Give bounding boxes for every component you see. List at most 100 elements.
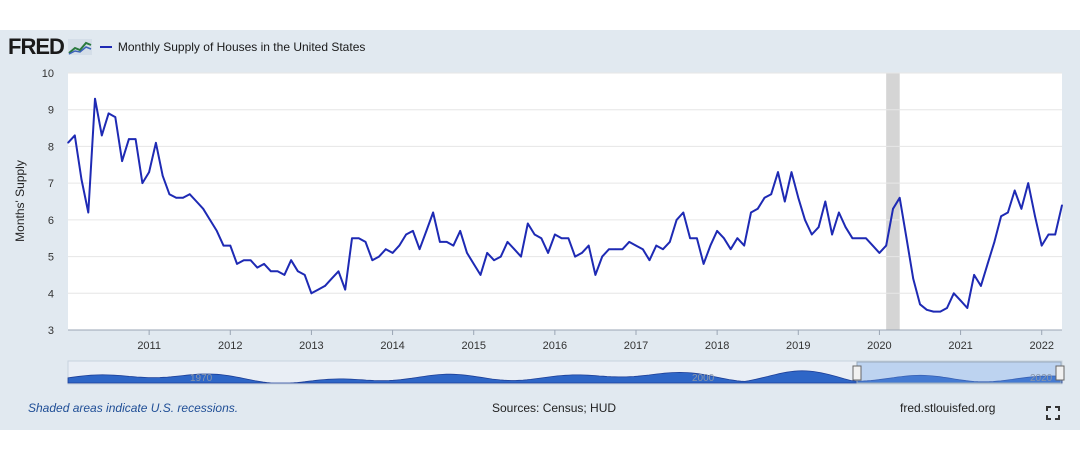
- data-point[interactable]: [378, 255, 380, 258]
- data-point[interactable]: [1000, 215, 1002, 217]
- data-point[interactable]: [412, 230, 414, 232]
- data-point[interactable]: [107, 112, 110, 115]
- data-point[interactable]: [959, 299, 962, 302]
- data-point[interactable]: [209, 219, 211, 221]
- data-point[interactable]: [114, 116, 117, 118]
- data-point[interactable]: [161, 175, 164, 177]
- data-point[interactable]: [912, 277, 915, 280]
- data-point[interactable]: [405, 233, 407, 236]
- data-point[interactable]: [729, 248, 732, 251]
- data-point[interactable]: [946, 307, 948, 309]
- series-line-0[interactable]: [67, 97, 1063, 313]
- data-point[interactable]: [513, 248, 516, 251]
- data-point[interactable]: [1020, 208, 1023, 210]
- data-point[interactable]: [925, 309, 928, 311]
- data-point[interactable]: [202, 208, 205, 210]
- data-point[interactable]: [155, 141, 157, 144]
- data-point[interactable]: [777, 171, 779, 173]
- data-point[interactable]: [425, 230, 428, 232]
- data-point[interactable]: [811, 233, 813, 236]
- data-point[interactable]: [750, 211, 752, 214]
- data-point[interactable]: [1054, 233, 1057, 236]
- data-point[interactable]: [1047, 233, 1050, 236]
- data-point[interactable]: [581, 252, 583, 254]
- data-point[interactable]: [763, 197, 766, 199]
- data-point[interactable]: [1007, 211, 1009, 214]
- data-point[interactable]: [222, 244, 225, 247]
- data-point[interactable]: [236, 263, 238, 265]
- data-point[interactable]: [128, 138, 130, 140]
- data-point[interactable]: [696, 237, 698, 240]
- data-point[interactable]: [94, 97, 96, 100]
- data-point[interactable]: [168, 193, 171, 195]
- data-point[interactable]: [229, 244, 232, 247]
- data-point[interactable]: [364, 241, 367, 243]
- data-point[interactable]: [973, 274, 975, 276]
- data-point[interactable]: [648, 259, 651, 262]
- data-point[interactable]: [966, 307, 969, 309]
- data-point[interactable]: [682, 211, 685, 214]
- data-point[interactable]: [675, 219, 678, 221]
- site-link[interactable]: fred.stlouisfed.org: [900, 401, 996, 415]
- data-point[interactable]: [817, 226, 820, 228]
- data-point[interactable]: [303, 274, 306, 276]
- data-point[interactable]: [905, 237, 908, 240]
- data-point[interactable]: [709, 244, 712, 247]
- data-point[interactable]: [993, 241, 996, 243]
- data-point[interactable]: [398, 244, 401, 247]
- legend-label[interactable]: Monthly Supply of Houses in the United S…: [117, 40, 366, 54]
- data-point[interactable]: [270, 270, 272, 273]
- data-point[interactable]: [324, 285, 326, 287]
- data-point[interactable]: [1040, 244, 1043, 247]
- data-point[interactable]: [472, 263, 475, 265]
- data-point[interactable]: [344, 288, 347, 291]
- data-point[interactable]: [101, 134, 103, 137]
- data-point[interactable]: [73, 134, 76, 137]
- data-point[interactable]: [337, 270, 340, 273]
- data-point[interactable]: [608, 248, 610, 251]
- data-point[interactable]: [148, 171, 150, 173]
- data-point[interactable]: [80, 178, 83, 181]
- data-point[interactable]: [1013, 189, 1016, 192]
- data-point[interactable]: [844, 226, 847, 228]
- data-point[interactable]: [182, 197, 184, 199]
- data-point[interactable]: [499, 255, 502, 258]
- data-point[interactable]: [892, 208, 894, 210]
- data-point[interactable]: [540, 237, 543, 240]
- navigator-handle-left[interactable]: [852, 365, 862, 381]
- data-point[interactable]: [932, 310, 935, 313]
- data-point[interactable]: [520, 255, 522, 258]
- data-point[interactable]: [669, 241, 671, 243]
- data-point[interactable]: [743, 244, 745, 247]
- data-point[interactable]: [824, 200, 827, 203]
- fred-logo[interactable]: FRED: [8, 34, 65, 59]
- data-point[interactable]: [67, 141, 69, 144]
- fullscreen-icon[interactable]: [1046, 406, 1060, 420]
- data-point[interactable]: [371, 259, 374, 262]
- data-point[interactable]: [621, 248, 624, 251]
- data-point[interactable]: [391, 252, 394, 254]
- data-point[interactable]: [858, 237, 860, 240]
- data-point[interactable]: [851, 237, 854, 240]
- data-point[interactable]: [121, 160, 123, 162]
- data-point[interactable]: [628, 241, 631, 243]
- data-point[interactable]: [290, 259, 292, 262]
- time-navigator[interactable]: 1970 2000 2020: [67, 360, 1065, 385]
- data-point[interactable]: [689, 237, 691, 240]
- data-point[interactable]: [445, 241, 448, 243]
- data-point[interactable]: [439, 241, 441, 243]
- data-point[interactable]: [587, 244, 590, 247]
- data-point[interactable]: [459, 230, 461, 232]
- data-point[interactable]: [986, 263, 989, 265]
- data-point[interactable]: [418, 248, 421, 251]
- data-point[interactable]: [479, 274, 482, 276]
- data-point[interactable]: [601, 255, 603, 258]
- data-point[interactable]: [919, 303, 921, 306]
- data-point[interactable]: [297, 270, 299, 273]
- data-point[interactable]: [871, 244, 874, 247]
- data-point[interactable]: [716, 230, 718, 232]
- data-point[interactable]: [831, 233, 833, 236]
- data-point[interactable]: [723, 237, 725, 240]
- data-point[interactable]: [263, 263, 265, 265]
- data-point[interactable]: [783, 200, 786, 203]
